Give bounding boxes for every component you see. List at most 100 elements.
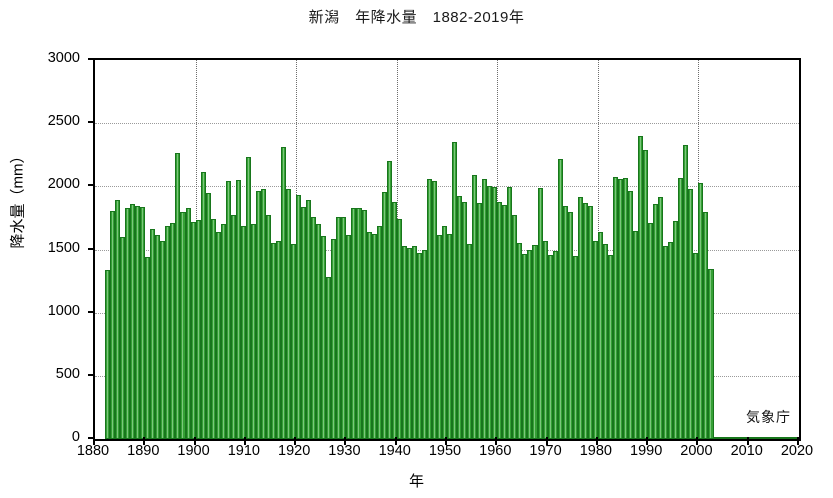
x-tick-mark-1880 [93, 437, 95, 445]
chart-title: 新潟 年降水量 1882-2019年 [308, 9, 525, 26]
bar-1995 [673, 221, 679, 439]
bar-1973 [562, 205, 568, 439]
bar-1893 [160, 241, 166, 439]
x-axis-tick-labels: 1880 1890 1900 1910 1920 1930 1940 1950 1960 1970… [0, 443, 833, 469]
bar-1923 [311, 217, 317, 439]
bar-1913 [260, 188, 266, 439]
bar-1963 [512, 215, 518, 439]
y-tick-mark-3000 [88, 58, 97, 60]
bar-1990 [648, 222, 654, 439]
x-tick-label-2020: 2020 [780, 443, 814, 459]
bar-2012 [758, 437, 764, 439]
bar-1896 [175, 152, 181, 439]
y-tick-label-2000: 2000 [47, 176, 80, 193]
bar-1904 [215, 231, 221, 439]
bar-1992 [658, 197, 664, 439]
y-tick-label-500: 500 [55, 365, 80, 382]
bar-1955 [472, 174, 478, 439]
x-tick-mark-1950 [445, 437, 447, 445]
bar-1931 [351, 207, 357, 439]
bar-1987 [633, 230, 639, 439]
bar-1971 [552, 250, 558, 439]
bar-1918 [286, 188, 292, 439]
bar-1994 [668, 241, 674, 439]
bar-1976 [577, 197, 583, 439]
bar-1919 [291, 243, 297, 439]
bar-1972 [557, 158, 563, 439]
bar-1884 [115, 200, 121, 439]
x-tick-label-2000: 2000 [680, 443, 713, 459]
bar-1975 [572, 256, 578, 439]
bar-1978 [587, 205, 593, 439]
bar-1920 [296, 195, 302, 439]
y-tick-mark-2500 [88, 121, 97, 124]
x-tick-mark-1910 [243, 437, 246, 445]
bar-1986 [628, 190, 634, 439]
bar-1907 [230, 214, 236, 439]
bar-1944 [416, 253, 422, 439]
bar-1929 [341, 216, 347, 439]
bar-1928 [336, 216, 342, 439]
bar-1933 [361, 210, 367, 439]
x-tick-mark-1930 [344, 437, 347, 445]
bar-1924 [316, 224, 322, 439]
bar-1892 [155, 234, 161, 439]
bar-1885 [120, 236, 126, 439]
bar-1932 [356, 208, 362, 439]
gridline-y-2500 [95, 123, 799, 125]
bar-1981 [602, 244, 608, 439]
bar-1996 [678, 178, 684, 439]
bar-1966 [527, 250, 533, 439]
bar-1947 [431, 181, 437, 439]
bar-1898 [185, 208, 191, 439]
bar-1902 [205, 192, 211, 439]
bar-1934 [366, 231, 372, 439]
bar-1915 [271, 242, 277, 439]
bar-2004 [718, 437, 724, 439]
x-tick-label-1930: 1930 [328, 443, 361, 459]
x-tick-label-1880: 1880 [76, 443, 110, 459]
bar-2000 [698, 182, 704, 439]
bar-1887 [130, 204, 136, 439]
bar-1946 [426, 179, 432, 439]
bar-1897 [180, 211, 186, 439]
bar-1891 [150, 229, 156, 439]
bar-1940 [396, 219, 402, 439]
bar-1968 [537, 187, 543, 439]
x-tick-mark-1980 [595, 437, 598, 445]
bar-1906 [225, 180, 231, 439]
y-tick-mark-1500 [88, 247, 97, 250]
y-axis-title: 降水量（mm） [9, 148, 27, 249]
bar-1969 [542, 240, 548, 439]
bar-1912 [255, 191, 261, 439]
bar-2011 [753, 437, 759, 439]
y-tick-label-1500: 1500 [47, 239, 80, 256]
bar-1935 [371, 233, 377, 439]
bar-1916 [276, 240, 282, 439]
bar-1937 [381, 192, 387, 439]
bar-2007 [733, 437, 739, 439]
bar-1938 [386, 161, 392, 439]
bar-2002 [708, 269, 714, 439]
bar-1984 [617, 178, 623, 439]
bar-1952 [457, 196, 463, 439]
plot-area: 気象庁 [93, 58, 801, 441]
bar-1967 [532, 245, 538, 439]
bar-1962 [507, 186, 513, 439]
bar-1958 [487, 186, 493, 439]
bar-1964 [517, 242, 523, 439]
y-tick-mark-2000 [88, 184, 97, 187]
bar-2001 [703, 211, 709, 439]
bar-1888 [135, 205, 141, 439]
bar-1997 [683, 144, 689, 439]
bar-1970 [547, 254, 553, 439]
x-tick-mark-1970 [545, 437, 548, 445]
x-tick-mark-1960 [495, 437, 498, 445]
bar-1945 [421, 249, 427, 439]
bar-1982 [607, 255, 613, 439]
bar-1927 [331, 239, 337, 439]
x-tick-mark-2010 [746, 437, 749, 445]
bar-1988 [638, 136, 644, 439]
x-tick-label-1940: 1940 [378, 443, 411, 459]
